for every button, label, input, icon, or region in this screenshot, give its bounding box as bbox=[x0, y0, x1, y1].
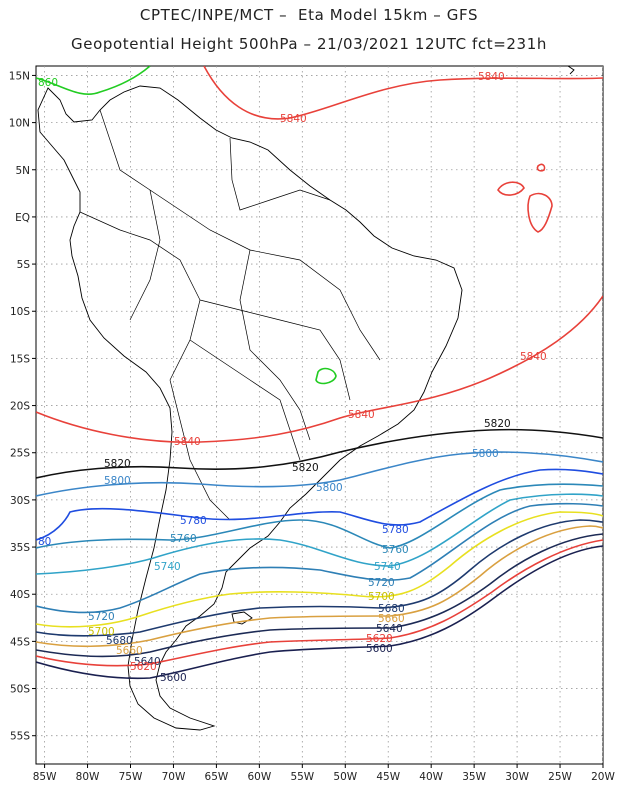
y-tick-label: 10S bbox=[10, 306, 30, 318]
x-tick-label: 85W bbox=[33, 771, 57, 783]
contour-label-5840: 5840 bbox=[280, 113, 307, 125]
longitude-tick-labels: 85W 80W 75W 70W 65W 60W 55W 50W 45W 40W 35W 30W 25W 2… bbox=[33, 771, 616, 783]
x-tick-label: 45W bbox=[376, 771, 400, 783]
contour-label-5840: 5840 bbox=[174, 436, 201, 448]
contour-label-5780: 5780 bbox=[180, 515, 207, 527]
contour-label-5760: 5760 bbox=[382, 544, 409, 556]
x-tick-label: 60W bbox=[247, 771, 271, 783]
contour-label-5820: 5820 bbox=[484, 418, 511, 430]
contour-label-5800: 5800 bbox=[104, 475, 131, 487]
y-tick-label: 45S bbox=[10, 636, 30, 648]
x-tick-label: 50W bbox=[333, 771, 357, 783]
contour-label-5620: 5620 bbox=[130, 661, 157, 673]
contour-label-5780: 5780 bbox=[382, 524, 409, 536]
x-tick-label: 40W bbox=[419, 771, 443, 783]
contour-label-5740: 5740 bbox=[374, 561, 401, 573]
y-tick-label: 5S bbox=[17, 259, 31, 271]
contour-label-5760: 5760 bbox=[170, 533, 197, 545]
contour-label-5740: 5740 bbox=[154, 561, 181, 573]
contour-label-5840: 5840 bbox=[478, 71, 505, 83]
y-tick-label: 15S bbox=[10, 353, 30, 365]
contour-label-5780: 80 bbox=[38, 536, 51, 548]
y-tick-label: 20S bbox=[10, 401, 30, 413]
contour-label-5860: 860 bbox=[38, 77, 58, 89]
y-tick-label: 30S bbox=[10, 495, 30, 507]
y-tick-label: EQ bbox=[15, 212, 30, 224]
contour-label-5840: 5840 bbox=[520, 351, 547, 363]
y-tick-label: 40S bbox=[10, 589, 30, 601]
y-tick-label: 50S bbox=[10, 684, 30, 696]
contour-label-5840: 5840 bbox=[348, 409, 375, 421]
y-tick-label: 10N bbox=[9, 118, 30, 130]
contour-label-5720: 5720 bbox=[88, 611, 115, 623]
contour-label-5720: 5720 bbox=[368, 577, 395, 589]
x-tick-label: 35W bbox=[462, 771, 486, 783]
latitude-tick-labels: 15N 10N 5N EQ 5S 10S 15S 20S 25S 30S 35S 40S 45S 50S 5… bbox=[9, 70, 31, 742]
contour-label-5600: 5600 bbox=[366, 643, 393, 655]
contour-label-5800: 5800 bbox=[472, 448, 499, 460]
contour-label-5820: 5820 bbox=[292, 462, 319, 474]
x-tick-label: 75W bbox=[119, 771, 143, 783]
x-tick-label: 55W bbox=[290, 771, 314, 783]
x-tick-label: 70W bbox=[162, 771, 186, 783]
x-tick-label: 25W bbox=[548, 771, 572, 783]
y-tick-label: 25S bbox=[10, 448, 30, 460]
y-tick-label: 5N bbox=[15, 165, 30, 177]
y-tick-label: 15N bbox=[9, 70, 30, 82]
x-tick-label: 30W bbox=[505, 771, 529, 783]
x-tick-label: 20W bbox=[591, 771, 615, 783]
x-tick-label: 80W bbox=[76, 771, 100, 783]
contour-label-5800: 5800 bbox=[316, 482, 343, 494]
x-tick-label: 65W bbox=[205, 771, 229, 783]
contour-label-5820: 5820 bbox=[104, 458, 131, 470]
contour-label-5700: 5700 bbox=[368, 591, 395, 603]
y-tick-label: 35S bbox=[10, 542, 30, 554]
y-tick-label: 55S bbox=[10, 731, 30, 743]
contour-label-5600: 5600 bbox=[160, 672, 187, 684]
